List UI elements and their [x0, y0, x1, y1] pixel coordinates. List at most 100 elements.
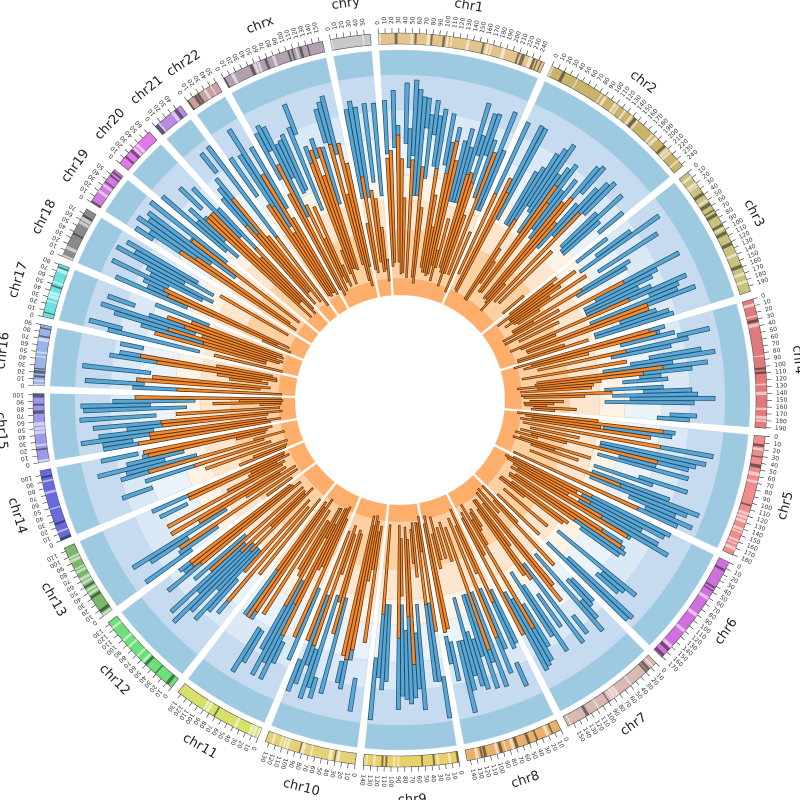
- tick-label: 0: [177, 88, 185, 95]
- tick: [33, 336, 39, 339]
- cytoband: [658, 147, 670, 158]
- tick: [744, 271, 750, 274]
- orange-bar: [454, 525, 479, 575]
- tick: [722, 574, 728, 578]
- tick-label: 10: [697, 165, 707, 175]
- orange-bar: [423, 515, 451, 630]
- tick-label: 20: [19, 447, 28, 455]
- blue-bar: [579, 165, 607, 196]
- cytoband: [644, 657, 654, 667]
- tick-label: 90: [703, 617, 713, 627]
- tick-label: 30: [31, 289, 40, 298]
- tick-label: 120: [755, 516, 768, 526]
- tick: [493, 40, 496, 46]
- tick: [30, 357, 36, 359]
- orange-bar: [280, 508, 347, 637]
- tick-label: 40: [198, 70, 208, 80]
- tick: [142, 664, 147, 669]
- orange-bar: [422, 523, 448, 634]
- tick-label: 130: [365, 775, 373, 787]
- cytoband: [687, 607, 699, 617]
- tick: [761, 337, 767, 340]
- chromosome-label-chr18: chr18: [29, 197, 59, 237]
- blue-bar: [249, 145, 289, 210]
- tick: [529, 743, 532, 749]
- cytoband: [706, 212, 718, 222]
- tick: [650, 667, 655, 672]
- tick-label: 160: [776, 404, 788, 411]
- tick-label: 40: [722, 588, 732, 598]
- tick-label: 150: [746, 249, 759, 260]
- cytoband: [255, 727, 263, 739]
- tick: [42, 295, 48, 297]
- tick-label: 10: [84, 613, 94, 623]
- orange-bar: [431, 533, 443, 570]
- cytoband: [654, 646, 665, 657]
- orange-track-ring: [277, 374, 298, 397]
- tick: [640, 676, 645, 681]
- cytoband: [287, 50, 293, 62]
- tick-label: 170: [492, 24, 502, 37]
- tick-label: 40: [18, 353, 27, 361]
- tick-label: 10: [27, 302, 36, 311]
- cytoband: [473, 747, 480, 760]
- tick: [66, 235, 71, 238]
- tick: [576, 73, 580, 79]
- tick: [470, 760, 472, 766]
- blue-bar: [656, 415, 690, 423]
- orange-bar: [512, 462, 570, 496]
- tick: [519, 48, 522, 54]
- tick: [152, 673, 157, 679]
- cytoband: [124, 155, 135, 165]
- orange-bar: [520, 390, 613, 397]
- cytoband: [130, 149, 141, 159]
- cytoband: [465, 39, 470, 51]
- cytoband: [502, 740, 508, 752]
- tick-label: 180: [499, 26, 509, 39]
- ideogram-chr4: [741, 298, 768, 429]
- cytoband: [681, 175, 693, 185]
- blue-bar: [100, 451, 139, 464]
- tick-label: 200: [513, 30, 523, 43]
- cytoband: [715, 230, 728, 239]
- orange-bar: [275, 501, 328, 572]
- tick-label: 110: [775, 368, 787, 376]
- tick-label: 20: [764, 305, 773, 314]
- tick: [66, 563, 72, 567]
- tick: [570, 70, 573, 76]
- tick: [479, 36, 482, 42]
- blue-bar: [556, 529, 638, 598]
- tick-label: 70: [28, 494, 37, 503]
- tick: [73, 575, 78, 579]
- tick-label: 130: [741, 236, 754, 247]
- orange-bar: [514, 430, 539, 440]
- chromosome-label-chry: chry: [331, 0, 361, 13]
- cytoband: [78, 220, 90, 229]
- blue-bar: [604, 400, 695, 406]
- tick: [162, 682, 167, 688]
- cytoband: [753, 443, 765, 448]
- cytoband: [547, 65, 554, 77]
- tick-label: 70: [765, 482, 774, 491]
- cytoband: [536, 61, 542, 72]
- cytoband: [602, 692, 610, 703]
- tick: [37, 315, 43, 317]
- blue-bar: [477, 149, 507, 212]
- tick-label: 0: [693, 161, 700, 169]
- tick: [162, 113, 166, 118]
- tick-label: 150: [776, 397, 788, 404]
- tick: [560, 729, 564, 735]
- orange-bar: [460, 504, 536, 630]
- tick: [752, 503, 758, 505]
- tick-label: 50: [529, 751, 538, 761]
- tick-label: 40: [770, 461, 779, 469]
- tick-label: 30: [18, 440, 27, 448]
- tick: [194, 705, 198, 711]
- tick-label: 40: [578, 62, 588, 72]
- cytoband: [127, 638, 138, 648]
- tick: [70, 569, 75, 573]
- orange-bar: [512, 450, 639, 511]
- tick-label: 40: [137, 674, 147, 684]
- tick: [630, 685, 634, 690]
- tick: [156, 118, 161, 123]
